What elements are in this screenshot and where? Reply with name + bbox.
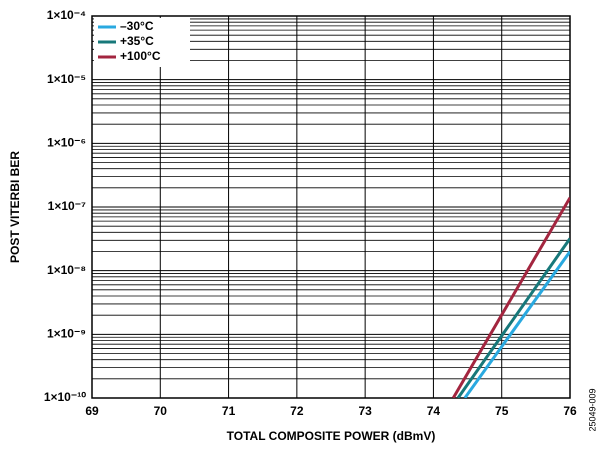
- figure-id: 25049-009: [587, 388, 597, 431]
- y-tick-label: 1×10⁻⁴: [47, 8, 86, 22]
- x-tick-label: 73: [358, 404, 372, 418]
- x-tick-label: 75: [495, 404, 509, 418]
- legend-label: +35°C: [120, 34, 154, 48]
- x-tick-label: 74: [427, 404, 441, 418]
- legend-label: +100°C: [120, 49, 161, 63]
- series-line: [463, 250, 570, 398]
- plot-frame: [91, 15, 571, 399]
- x-tick-label: 72: [290, 404, 304, 418]
- x-axis-label: TOTAL COMPOSITE POWER (dBmV): [227, 429, 436, 443]
- y-tick-label: 1×10⁻⁹: [47, 327, 86, 341]
- x-tick-label: 69: [85, 404, 99, 418]
- series-line: [451, 196, 570, 398]
- y-tick-label: 1×10⁻⁶: [47, 136, 86, 150]
- y-tick-label: 1×10⁻⁵: [47, 72, 86, 86]
- series-line: [456, 237, 570, 398]
- y-axis-label: POST VITERBI BER: [8, 151, 22, 263]
- x-tick-label: 76: [563, 404, 577, 418]
- x-tick-label: 71: [222, 404, 236, 418]
- y-tick-label: 1×10⁻⁷: [48, 199, 86, 213]
- y-tick-label: 1×10⁻⁸: [47, 263, 86, 277]
- x-tick-label: 70: [154, 404, 168, 418]
- legend-label: –30°C: [120, 19, 154, 33]
- y-tick-label: 1×10⁻¹⁰: [44, 390, 86, 404]
